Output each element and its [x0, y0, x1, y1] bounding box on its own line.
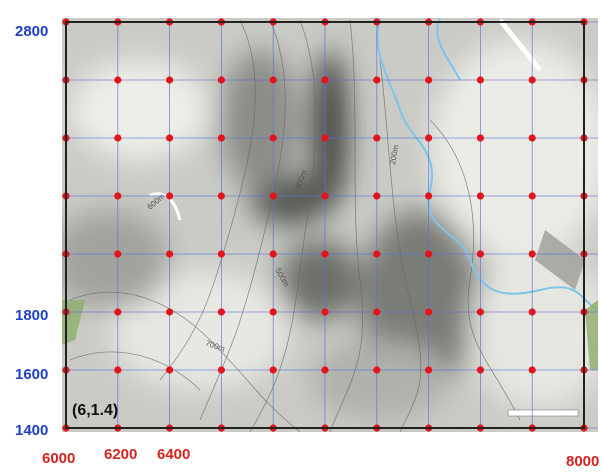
grid-point: [425, 366, 432, 373]
grid-point: [166, 366, 173, 373]
grid-point: [114, 250, 121, 257]
grid-point: [425, 134, 432, 141]
grid-point: [114, 192, 121, 199]
y-label: 1600: [15, 366, 48, 383]
grid-point: [114, 308, 121, 315]
grid-point: [425, 192, 432, 199]
grid-point: [477, 250, 484, 257]
x-label: 6200: [104, 446, 137, 463]
grid-point: [166, 134, 173, 141]
grid-point: [425, 76, 432, 83]
grid-point: [270, 134, 277, 141]
y-label: 1800: [15, 307, 48, 324]
grid-point: [166, 192, 173, 199]
grid-point: [218, 308, 225, 315]
grid-point: [218, 250, 225, 257]
grid-point: [270, 76, 277, 83]
page: {"map": { "y_labels": ["2800", "1800", "…: [0, 0, 603, 474]
grid-point: [477, 76, 484, 83]
grid-point: [218, 192, 225, 199]
grid-point: [321, 192, 328, 199]
grid-point: [166, 308, 173, 315]
grid-point: [373, 134, 380, 141]
grid-point: [270, 366, 277, 373]
grid-point: [218, 76, 225, 83]
grid-point: [425, 308, 432, 315]
grid-point: [529, 134, 536, 141]
x-label: 6000: [42, 450, 75, 467]
grid-point: [321, 366, 328, 373]
grid-point: [270, 192, 277, 199]
grid-point: [218, 134, 225, 141]
grid-point: [425, 250, 432, 257]
grid-point: [166, 250, 173, 257]
grid-point: [477, 308, 484, 315]
grid-point: [477, 192, 484, 199]
grid-point: [218, 366, 225, 373]
grid-point: [114, 366, 121, 373]
grid-point: [373, 76, 380, 83]
x-label: 8000: [566, 453, 599, 470]
grid-point: [114, 76, 121, 83]
grid-point: [321, 76, 328, 83]
y-label: 1400: [15, 422, 48, 439]
grid-point: [529, 76, 536, 83]
grid-point: [373, 366, 380, 373]
grid-point: [270, 308, 277, 315]
grid-point: [477, 366, 484, 373]
grid-point: [321, 134, 328, 141]
grid-point: [114, 134, 121, 141]
grid-point: [321, 308, 328, 315]
grid-point: [529, 308, 536, 315]
grid-point: [373, 308, 380, 315]
grid-point: [529, 366, 536, 373]
grid-point: [270, 250, 277, 257]
point-label: (6,1.4): [72, 402, 118, 419]
grid-point: [373, 192, 380, 199]
y-label: 2800: [15, 23, 48, 40]
grid-point: [166, 76, 173, 83]
grid-point: [529, 250, 536, 257]
x-label: 6400: [157, 446, 190, 463]
grid-point: [477, 134, 484, 141]
map-figure: 400m 600m 500m 700m 200m (6,1.4) 2800 18…: [0, 0, 603, 474]
grid-point: [373, 250, 380, 257]
grid-point: [529, 192, 536, 199]
grid-point: [321, 250, 328, 257]
